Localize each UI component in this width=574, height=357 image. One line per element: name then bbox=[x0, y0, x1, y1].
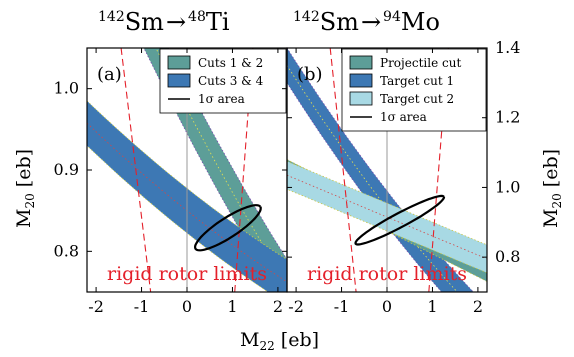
sigma-ellipse-b bbox=[354, 194, 446, 246]
panel-a-rigid-rotor-label: rigid rotor limits bbox=[107, 263, 267, 285]
x-tick-label-a-0: -2 bbox=[88, 297, 104, 316]
x-axis-label: M22 [eb] bbox=[240, 329, 319, 353]
legend-a-label-0: Cuts 1 & 2 bbox=[198, 56, 263, 70]
legend-b-swatch-0 bbox=[349, 55, 373, 70]
legend-a-swatch-1 bbox=[167, 73, 191, 88]
legend-a-label-1: Cuts 3 & 4 bbox=[198, 74, 264, 88]
legend-a: Cuts 1 & 2 Cuts 3 & 4 1σ area bbox=[159, 48, 287, 114]
band-b-0-edge-0 bbox=[287, 48, 475, 292]
x-tick-label-b-2: 0 bbox=[382, 297, 392, 316]
legend-b-swatch-1 bbox=[349, 73, 373, 88]
x-tick-label-b-4: 2 bbox=[473, 297, 483, 316]
legend-b-label-0: Projectile cut bbox=[380, 56, 461, 70]
panel-b-plot bbox=[287, 48, 487, 292]
y-tick-label-a-0: 0.8 bbox=[54, 241, 79, 260]
legend-b: Projectile cut Target cut 1 Target cut 2 1σ… bbox=[341, 48, 487, 132]
y-tick-label-b-1: 1.0 bbox=[495, 177, 520, 196]
x-tick-label-a-1: -1 bbox=[134, 297, 150, 316]
rigid-rotor-line-a-0 bbox=[120, 48, 152, 292]
y-tick-label-a-2: 1.0 bbox=[54, 79, 79, 98]
y-axis-label-right: M20 [eb] bbox=[540, 149, 564, 228]
x-tick-label-a-3: 1 bbox=[227, 297, 237, 316]
axis-ticks: -2 -1 0 1 2 0.8 0.9 1.0 -2 -1 0 1 2 0.8 1.0 1.2 1.4 bbox=[54, 38, 521, 316]
legend-b-label-2: Target cut 2 bbox=[380, 92, 454, 106]
panel-b-rigid-rotor-label: rigid rotor limits bbox=[307, 263, 467, 285]
band-b-2-edge-0 bbox=[287, 160, 487, 246]
x-tick-label-a-4: 2 bbox=[273, 297, 283, 316]
sigma-ellipse-a bbox=[193, 204, 262, 252]
legend-b-swatch-2 bbox=[349, 91, 373, 106]
panel-a-tag: (a) bbox=[97, 64, 122, 85]
y-axis-label-left: M20 [eb] bbox=[13, 149, 37, 228]
band-b-0-edge-1 bbox=[287, 82, 443, 292]
panel-b-title: 142Sm→ 94Mo bbox=[293, 8, 440, 36]
y-tick-label-b-3: 1.4 bbox=[495, 38, 520, 57]
legend-a-label-2: 1σ area bbox=[198, 92, 245, 106]
panel-a-title: 142Sm→ 48Ti bbox=[98, 8, 230, 36]
legend-a-swatch-0 bbox=[167, 55, 191, 70]
rigid-rotor-line-b-0 bbox=[329, 48, 357, 292]
y-tick-label-b-0: 0.8 bbox=[495, 247, 520, 266]
x-tick-label-b-3: 1 bbox=[427, 297, 437, 316]
x-tick-label-a-2: 0 bbox=[182, 297, 192, 316]
legend-b-label-1: Target cut 1 bbox=[380, 74, 454, 88]
band-b-2-edge-1 bbox=[287, 188, 487, 274]
x-tick-label-b-1: -1 bbox=[334, 297, 350, 316]
x-tick-label-b-0: -2 bbox=[288, 297, 304, 316]
panel-b-tag: (b) bbox=[297, 64, 323, 85]
y-tick-label-a-1: 0.9 bbox=[54, 160, 79, 179]
y-tick-label-b-2: 1.2 bbox=[495, 108, 520, 127]
band-b-0-center bbox=[287, 65, 458, 292]
legend-b-label-3: 1σ area bbox=[380, 110, 427, 124]
